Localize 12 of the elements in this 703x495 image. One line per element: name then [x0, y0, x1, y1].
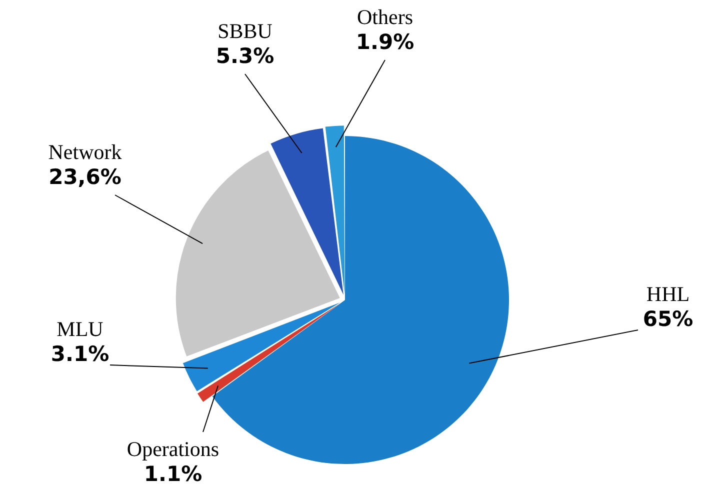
data-label: 5.3%: [216, 44, 274, 68]
slice-label: SBBU: [218, 19, 272, 44]
slice-label: MLU: [56, 317, 104, 342]
data-label: 1.9%: [356, 30, 414, 54]
slice-label: Others: [357, 5, 413, 30]
data-label: 1.1%: [144, 462, 202, 486]
slice-label: HHL: [646, 282, 690, 306]
data-label: 3.1%: [50, 342, 110, 366]
data-label: 23,6%: [48, 164, 122, 189]
slice-label: Operations: [126, 437, 220, 462]
data-label: 65%: [642, 306, 694, 331]
slice-label: Network: [48, 140, 122, 164]
